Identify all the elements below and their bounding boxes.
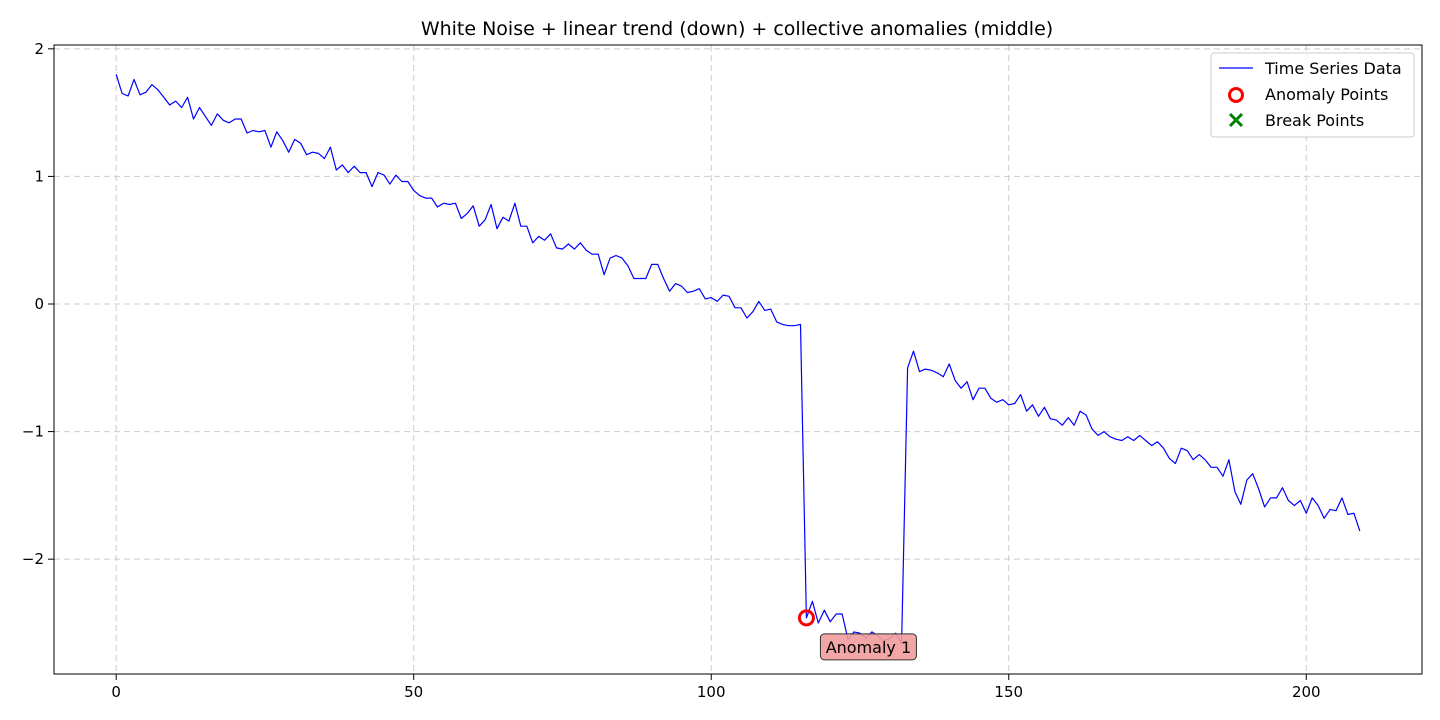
x-tick-label: 100 (697, 683, 726, 701)
y-tick-label: −2 (22, 550, 44, 568)
y-tick-label: 0 (34, 295, 44, 313)
chart-title: White Noise + linear trend (down) + coll… (421, 18, 1053, 40)
y-tick-label: −1 (22, 423, 44, 441)
annotation-box (819, 633, 917, 661)
y-tick-label: 2 (34, 40, 44, 58)
legend-swatch-circle (1228, 87, 1244, 103)
y-tick-label: 1 (34, 167, 44, 185)
legend: Time Series Data Anomaly Points Break Poin… (1210, 52, 1415, 138)
legend-label: Time Series Data (1264, 59, 1402, 78)
legend-swatch-cross (1228, 112, 1244, 128)
x-tick-label: 0 (111, 683, 121, 701)
x-tick-label: 50 (404, 683, 423, 701)
x-tick-label: 200 (1292, 683, 1321, 701)
tick-layer: 0 50 100 150 200 −2 −1 0 1 2 (22, 40, 1321, 701)
legend-label: Anomaly Points (1265, 85, 1388, 104)
annotation-label: Anomaly 1 (826, 638, 911, 657)
series-line-time-series-data (115, 74, 1361, 645)
legend-box (1210, 52, 1415, 138)
series-layer (115, 74, 1361, 645)
anomaly-point-marker (797, 609, 815, 627)
plot-frame (53, 44, 1423, 675)
legend-label: Break Points (1265, 111, 1364, 130)
x-tick-label: 150 (994, 683, 1023, 701)
grid-layer (54, 45, 1422, 674)
marker-layer: Anomaly 1 (797, 609, 917, 661)
